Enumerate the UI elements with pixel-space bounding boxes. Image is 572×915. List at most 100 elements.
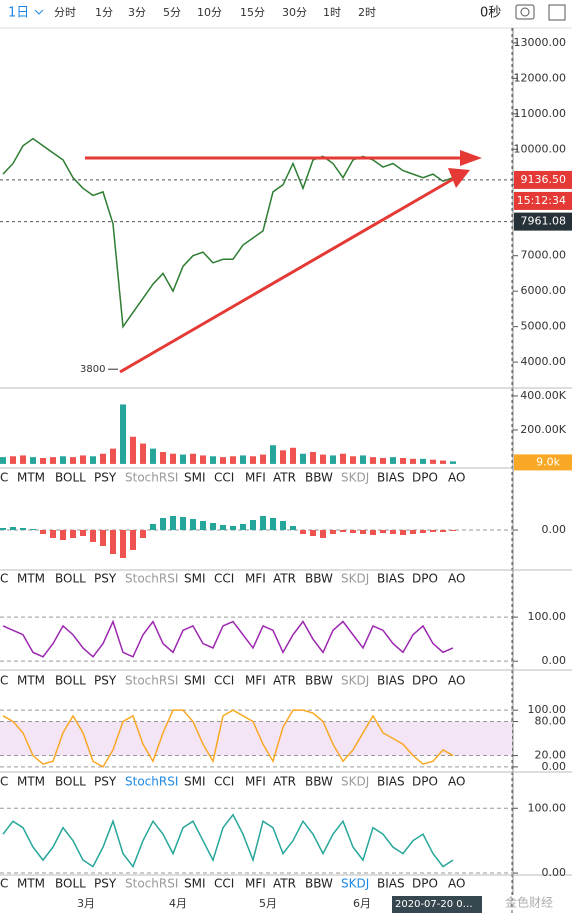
indicator-tab[interactable]: BOLL	[55, 471, 86, 485]
bar	[360, 455, 366, 464]
indicator-tab[interactable]: MTM	[17, 775, 45, 789]
indicator-tab[interactable]: BBW	[305, 674, 333, 688]
bar	[150, 524, 156, 530]
series-line	[2, 813, 454, 869]
bar	[170, 516, 176, 530]
indicator-tab[interactable]: ATR	[273, 572, 296, 586]
indicator-tab[interactable]: MFI	[245, 775, 266, 789]
indicator-tab[interactable]: DPO	[412, 674, 438, 688]
indicator-tab[interactable]: BBW	[305, 775, 333, 789]
indicator-tab[interactable]: SKDJ	[341, 572, 369, 586]
timeframe[interactable]: 30分	[282, 6, 307, 19]
indicator-tab[interactable]: StochRSI	[125, 674, 178, 688]
indicator-tab[interactable]: SKDJ	[341, 877, 369, 891]
indicator-tab[interactable]: MTM	[17, 572, 45, 586]
indicator-tab[interactable]: BIAS	[377, 775, 405, 789]
bar	[170, 453, 176, 464]
indicator-tab[interactable]: AO	[448, 471, 465, 485]
indicator-tab[interactable]: CCI	[214, 775, 234, 789]
interval[interactable]: 1日	[8, 6, 29, 21]
dropdown-icon[interactable]	[34, 9, 44, 15]
camera-icon[interactable]	[515, 4, 535, 20]
indicator-tab[interactable]: ATR	[273, 877, 296, 891]
bar	[70, 530, 76, 538]
timeframe[interactable]: 分时	[54, 6, 76, 19]
indicator-tab[interactable]: BBW	[305, 471, 333, 485]
indicator-tab[interactable]: AO	[448, 877, 465, 891]
indicator-tab[interactable]: C	[0, 471, 8, 485]
indicator-tab[interactable]: DPO	[412, 775, 438, 789]
settings-icon[interactable]	[548, 4, 566, 21]
indicator-tab[interactable]: PSY	[94, 674, 117, 688]
indicator-tab[interactable]: SMI	[184, 572, 206, 586]
indicator-tab[interactable]: MFI	[245, 572, 266, 586]
bar	[320, 530, 326, 538]
timeframe[interactable]: 1时	[323, 6, 341, 19]
indicator-tab[interactable]: C	[0, 572, 8, 586]
timeframe[interactable]: 5分	[163, 6, 181, 19]
indicator-tab[interactable]: ATR	[273, 775, 296, 789]
indicator-tab[interactable]: C	[0, 877, 8, 891]
indicator-tab[interactable]: BOLL	[55, 674, 86, 688]
bar	[390, 457, 396, 464]
timeframe[interactable]: 10分	[197, 6, 222, 19]
series-line	[2, 137, 454, 329]
indicator-tab[interactable]: CCI	[214, 572, 234, 586]
indicator-tab[interactable]: DPO	[412, 471, 438, 485]
indicator-tab[interactable]: PSY	[94, 572, 117, 586]
indicator-tab[interactable]: BIAS	[377, 471, 405, 485]
bar	[40, 457, 46, 464]
y-tick-label: 7000.00	[521, 249, 567, 262]
indicator-tab[interactable]: PSY	[94, 877, 117, 891]
timeframe[interactable]: 2时	[358, 6, 376, 19]
bar	[230, 456, 236, 464]
indicator-tab[interactable]: StochRSI	[125, 775, 178, 789]
indicator-tab[interactable]: AO	[448, 775, 465, 789]
indicator-tab[interactable]: SKDJ	[341, 775, 369, 789]
timeframe[interactable]: 15分	[240, 6, 265, 19]
indicator-tab[interactable]: BBW	[305, 572, 333, 586]
indicator-tab[interactable]: AO	[448, 674, 465, 688]
indicator-tab[interactable]: StochRSI	[125, 877, 178, 891]
indicator-tab[interactable]: BOLL	[55, 877, 86, 891]
indicator-tab[interactable]: MFI	[245, 471, 266, 485]
indicator-tab[interactable]: SMI	[184, 674, 206, 688]
indicator-tab[interactable]: CCI	[214, 471, 234, 485]
indicator-tab[interactable]: MTM	[17, 471, 45, 485]
indicator-tab[interactable]: BIAS	[377, 674, 405, 688]
indicator-tab[interactable]: SKDJ	[341, 471, 369, 485]
bar	[430, 530, 436, 532]
indicator-tab[interactable]: BIAS	[377, 572, 405, 586]
indicator-tab[interactable]: PSY	[94, 471, 117, 485]
bar	[60, 456, 66, 464]
indicator-tab[interactable]: BOLL	[55, 572, 86, 586]
indicator-tab[interactable]: C	[0, 674, 8, 688]
bar	[10, 527, 16, 530]
indicator-tab[interactable]: MFI	[245, 877, 266, 891]
indicator-tab[interactable]: CCI	[214, 674, 234, 688]
indicator-tab[interactable]: ATR	[273, 674, 296, 688]
indicator-tab[interactable]: C	[0, 775, 8, 789]
indicator-tab[interactable]: StochRSI	[125, 572, 178, 586]
bar	[70, 457, 76, 464]
price-box	[514, 170, 572, 189]
indicator-tab[interactable]: StochRSI	[125, 471, 178, 485]
indicator-tab[interactable]: DPO	[412, 877, 438, 891]
indicator-tab[interactable]: MFI	[245, 674, 266, 688]
indicator-tab[interactable]: MTM	[17, 674, 45, 688]
indicator-tab[interactable]: ATR	[273, 471, 296, 485]
indicator-tab[interactable]: SMI	[184, 471, 206, 485]
timeframe[interactable]: 3分	[128, 6, 146, 19]
indicator-tab[interactable]: CCI	[214, 877, 234, 891]
indicator-tab[interactable]: BBW	[305, 877, 333, 891]
indicator-tab[interactable]: SMI	[184, 877, 206, 891]
indicator-tab[interactable]: SMI	[184, 775, 206, 789]
timeframe[interactable]: 1分	[95, 6, 113, 19]
indicator-tab[interactable]: BOLL	[55, 775, 86, 789]
indicator-tab[interactable]: BIAS	[377, 877, 405, 891]
indicator-tab[interactable]: PSY	[94, 775, 117, 789]
indicator-tab[interactable]: SKDJ	[341, 674, 369, 688]
indicator-tab[interactable]: DPO	[412, 572, 438, 586]
indicator-tab[interactable]: AO	[448, 572, 465, 586]
indicator-tab[interactable]: MTM	[17, 877, 45, 891]
